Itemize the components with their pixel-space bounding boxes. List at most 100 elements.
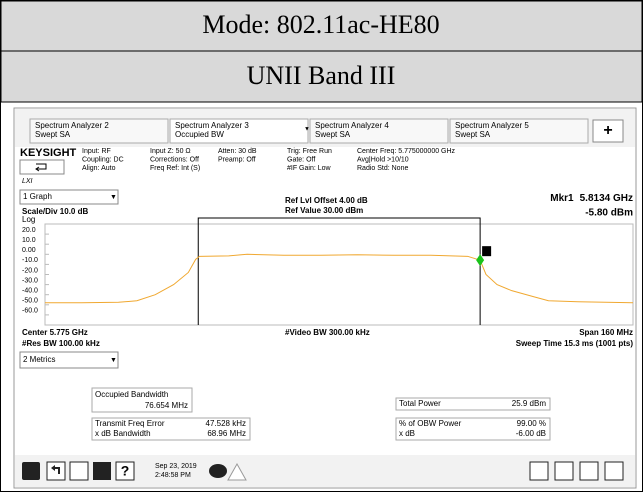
mode-row	[0, 0, 643, 52]
metric-label: Transmit Freq Error	[95, 419, 165, 428]
setting: Align: Auto	[82, 165, 116, 172]
ref-offset: Ref Lvl Offset 4.00 dB	[285, 196, 368, 205]
tab-title: Spectrum Analyzer 5	[455, 121, 529, 130]
metric-value: 99.00 %	[517, 419, 546, 428]
metric-value: 47.528 kHz	[206, 419, 246, 428]
setting: Atten: 30 dB	[218, 148, 257, 155]
scale: Scale/Div 10.0 dB	[22, 207, 88, 216]
marker	[476, 254, 485, 267]
layout-button[interactable]	[579, 461, 599, 481]
marker-level: -5.80 dBm	[585, 208, 633, 219]
marker-number: 1	[484, 246, 489, 255]
y-tick-label: 20.0	[22, 227, 36, 234]
keypad-button[interactable]	[529, 461, 549, 481]
marker-freq: 5.8134 GHz	[580, 193, 633, 204]
tab-title: Spectrum Analyzer 2	[35, 121, 109, 130]
metric-box	[91, 417, 251, 441]
setting: Preamp: Off	[218, 156, 256, 163]
graph-select[interactable]	[19, 189, 119, 205]
dropdown-arrow: ▼	[304, 127, 310, 133]
ref-value: Ref Value 30.00 dBm	[285, 206, 363, 215]
vbw: #Video BW 300.00 kHz	[285, 328, 370, 337]
tab-mode: Swept SA	[315, 130, 351, 139]
lxi: LXI	[22, 178, 33, 185]
date: Sep 23, 2019	[155, 463, 197, 470]
marker-label: Mkr1	[550, 193, 574, 204]
y-tick-label: 10.0	[22, 237, 36, 244]
span: Span 160 MHz	[579, 328, 633, 337]
metrics-select[interactable]	[19, 351, 119, 369]
setting: Corrections: Off	[150, 156, 199, 163]
setting: Input Z: 50 Ω	[150, 148, 191, 155]
y-tick-label: 0.00	[22, 247, 36, 254]
folder-button[interactable]	[93, 462, 111, 480]
help-button[interactable]	[115, 461, 135, 481]
icon: ?	[121, 463, 130, 479]
icon	[51, 465, 60, 474]
metrics-select-label: 2 Metrics	[23, 355, 55, 364]
time: 2:48:58 PM	[155, 472, 191, 479]
metric-label: Total Power	[399, 399, 441, 408]
metric-label: x dB	[399, 429, 415, 438]
tab[interactable]	[169, 118, 309, 144]
add-tab-label: +	[603, 122, 612, 139]
brand: KEYSIGHT	[20, 147, 77, 159]
mode: Mode: 802.11ac-HE80	[202, 10, 439, 39]
metric-box	[395, 397, 551, 411]
tab[interactable]	[309, 118, 449, 144]
alert-icon[interactable]	[227, 462, 247, 481]
tab-mode: Swept SA	[455, 130, 491, 139]
metric-label: x dB Bandwidth	[95, 429, 151, 438]
tab[interactable]	[29, 118, 169, 144]
metric-box	[395, 417, 551, 441]
y-tick-label: -50.0	[22, 298, 38, 305]
add-tab[interactable]	[592, 119, 624, 143]
setting: Avg|Hold >10/10	[357, 156, 409, 163]
obw-bracket	[197, 217, 481, 325]
metric-label: % of OBW Power	[399, 419, 462, 428]
touch-button[interactable]	[554, 461, 574, 481]
icon	[35, 163, 47, 172]
setting: Input: RF	[82, 148, 111, 155]
scale-type: Log	[22, 215, 35, 224]
start-button[interactable]	[22, 462, 40, 480]
tab[interactable]	[449, 118, 589, 144]
dropdown-arrow: ▼	[110, 194, 117, 201]
y-tick-label: -10.0	[22, 257, 38, 264]
y-tick-label: -20.0	[22, 267, 38, 274]
plot-area	[44, 223, 634, 326]
fullscreen-button[interactable]	[604, 461, 624, 481]
y-tick-label: -30.0	[22, 277, 38, 284]
dropdown-arrow: ▼	[110, 357, 117, 364]
redo-button[interactable]	[69, 461, 89, 481]
metric-value: 76.654 MHz	[145, 401, 188, 410]
setting: Radio Std: None	[357, 165, 408, 172]
setting: Coupling: DC	[82, 156, 124, 163]
trace	[45, 253, 634, 304]
graph-select-label: 1 Graph	[23, 192, 52, 201]
setting: Trig: Free Run	[287, 148, 332, 155]
sweep-icon[interactable]	[19, 159, 65, 175]
undo-button[interactable]	[46, 461, 66, 481]
metric-label: Occupied Bandwidth	[95, 390, 168, 399]
band: UNII Band III	[247, 61, 396, 90]
marker-tag	[482, 246, 492, 257]
taskbar-icons: ?	[22, 461, 624, 481]
metric-value: -6.00 dB	[516, 429, 546, 438]
y-tick-label: -60.0	[22, 308, 38, 315]
setting: Freq Ref: Int (S)	[150, 165, 200, 172]
metric-value: 68.96 MHz	[207, 429, 246, 438]
setting: Gate: Off	[287, 156, 315, 163]
metric-box	[91, 387, 193, 413]
chat-icon[interactable]	[209, 464, 227, 478]
center: Center 5.775 GHz	[22, 328, 88, 337]
band-row	[0, 50, 643, 103]
tab-mode: Swept SA	[35, 130, 71, 139]
setting: #IF Gain: Low	[287, 165, 332, 172]
setting: Center Freq: 5.775000000 GHz	[357, 148, 456, 155]
tab-mode: Occupied BW	[175, 130, 224, 139]
y-tick-label: -40.0	[22, 288, 38, 295]
sweep: Sweep Time 15.3 ms (1001 pts)	[516, 339, 634, 348]
metric-value: 25.9 dBm	[512, 399, 547, 408]
